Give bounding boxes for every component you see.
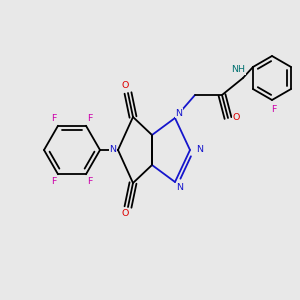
Text: NH: NH <box>231 65 245 74</box>
Text: F: F <box>87 177 93 186</box>
Text: N: N <box>110 146 116 154</box>
Text: O: O <box>121 82 129 91</box>
Text: F: F <box>51 177 57 186</box>
Text: O: O <box>232 113 240 122</box>
Text: F: F <box>51 114 57 123</box>
Text: F: F <box>271 104 277 113</box>
Text: N: N <box>176 109 182 118</box>
Text: N: N <box>176 184 184 193</box>
Text: F: F <box>87 114 93 123</box>
Text: N: N <box>196 146 203 154</box>
Text: O: O <box>121 209 129 218</box>
